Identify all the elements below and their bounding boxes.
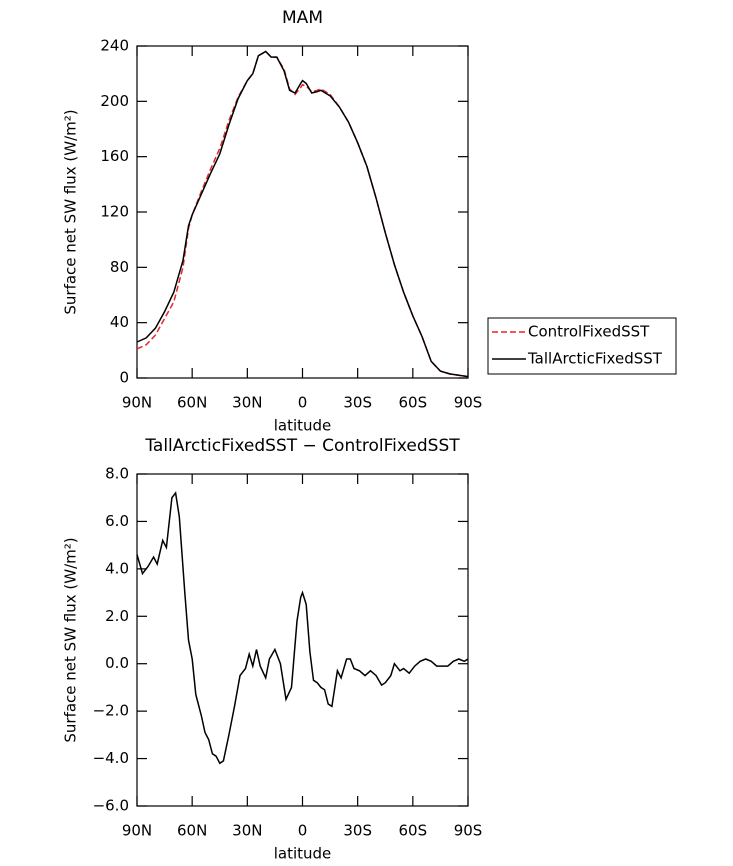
y-tick-label: 160: [100, 147, 129, 165]
y-tick-label: 80: [110, 258, 129, 276]
plot-frame: [136, 473, 469, 807]
y-tick-label: 2.0: [105, 607, 129, 625]
y-tick-label: 200: [100, 92, 129, 110]
x-tick-label: 30S: [343, 394, 372, 412]
legend-label: TallArcticFixedSST: [527, 350, 663, 368]
x-axis-label: latitude: [274, 417, 332, 435]
x-tick-label: 30S: [343, 822, 372, 840]
x-tick-label: 90N: [122, 822, 152, 840]
y-tick-label: 240: [100, 37, 129, 55]
data-line: [136, 491, 469, 765]
legend-label: ControlFixedSST: [528, 323, 650, 341]
x-tick-label: 60N: [177, 394, 207, 412]
data-line: [136, 50, 469, 378]
x-tick-label: 60N: [177, 822, 207, 840]
x-tick-label: 90S: [454, 394, 483, 412]
y-tick-label: 8.0: [105, 465, 129, 483]
y-tick-label: 0.0: [105, 654, 129, 672]
x-tick-label: 0: [298, 822, 308, 840]
y-axis-label: Surface net SW flux (W/m²): [62, 537, 80, 742]
y-tick-label: 0: [119, 369, 129, 387]
y-tick-label: 4.0: [105, 559, 129, 577]
chart-title: MAM: [282, 8, 323, 28]
y-tick-label: −6.0: [93, 797, 129, 815]
chart-title: TallArcticFixedSST − ControlFixedSST: [144, 436, 460, 456]
x-tick-label: 30N: [232, 394, 262, 412]
y-tick-label: 6.0: [105, 512, 129, 530]
y-tick-label: 120: [100, 203, 129, 221]
x-tick-label: 90S: [454, 822, 483, 840]
y-axis-label: Surface net SW flux (W/m²): [62, 109, 80, 314]
x-tick-label: 0: [298, 394, 308, 412]
x-tick-label: 60S: [399, 822, 428, 840]
legend-box: [487, 317, 677, 375]
x-tick-label: 30N: [232, 822, 262, 840]
y-tick-label: 40: [110, 313, 129, 331]
x-tick-label: 90N: [122, 394, 152, 412]
y-tick-label: −4.0: [93, 749, 129, 767]
x-axis-label: latitude: [274, 845, 332, 863]
y-tick-label: −2.0: [93, 702, 129, 720]
x-tick-label: 60S: [399, 394, 428, 412]
